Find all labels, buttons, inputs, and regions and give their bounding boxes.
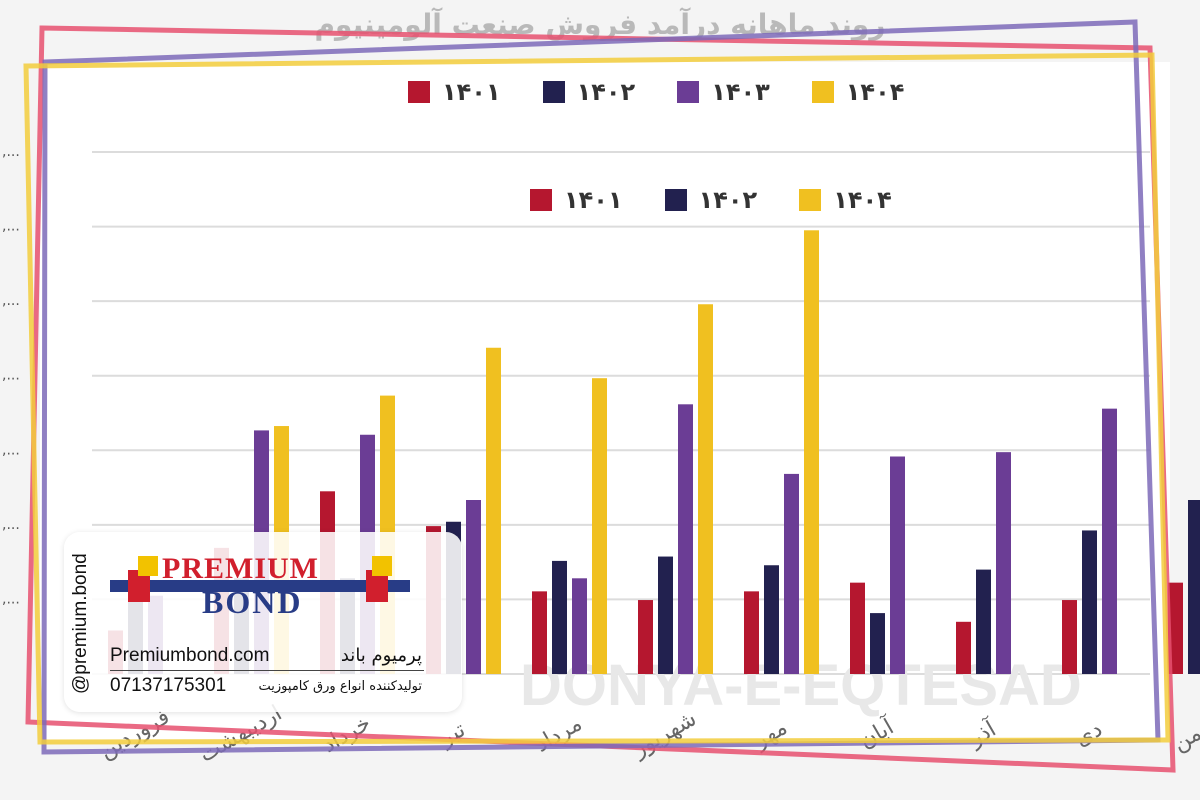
website-link[interactable]: Premiumbond.com [110,645,270,666]
legend-swatch [799,189,822,211]
legend-item: ۱۴۰۱ [530,186,623,214]
bar [658,556,673,674]
bar [572,578,587,674]
bar [532,591,547,674]
phone-number: 07137175301 [110,675,227,696]
bar [698,304,713,674]
legend-swatch [664,189,687,211]
legend-item: ۱۴۰۲ [664,186,758,214]
y-tick-label: ,... [2,293,20,309]
legend-label: ۱۴۰۴ [833,186,892,214]
bar [804,230,819,675]
legend-second: ۱۴۰۱ ۱۴۰۲ ۱۴۰۴ [530,186,892,214]
bar [1062,600,1077,674]
legend-label: ۱۴۰۲ [698,186,758,214]
bar [996,452,1011,674]
legend-swatch [811,81,834,103]
y-tick-label: ,... [2,591,20,607]
legend-label: ۱۴۰۲ [576,78,636,106]
legend-item: ۱۴۰۴ [799,186,892,214]
logo-word-premium: PREMIUM [162,552,319,585]
bar [850,582,865,674]
instagram-handle-text: @premium.bond [70,553,91,694]
legend-label: ۱۴۰۱ [442,78,501,106]
brand-logo: PREMIUM BOND [110,550,410,640]
legend-swatch [542,81,565,103]
bar [764,565,779,674]
bar [976,569,991,674]
legend-item: ۱۴۰۴ [811,78,905,106]
bar [1082,530,1097,674]
bar [890,456,905,674]
legend-item: ۱۴۰۳ [677,78,770,106]
bar [552,560,567,674]
y-tick-label: ,... [2,368,20,384]
legend-label: ۱۴۰۴ [845,78,905,106]
legend-label: ۱۴۰۱ [564,186,623,214]
logo-bars-icon [110,556,410,602]
legend-top: ۱۴۰۱ ۱۴۰۲ ۱۴۰۳ ۱۴۰۴ [408,78,904,106]
legend-swatch [677,81,700,103]
legend-swatch [530,189,552,211]
brand-name-fa: پرمیوم باند [340,645,422,666]
y-tick-label: ,... [2,517,20,533]
bar [1102,408,1117,674]
bar [1188,500,1200,674]
logo-word-bond: BOND [202,584,303,620]
legend-swatch [408,81,430,103]
y-tick-label: ,... [2,219,20,235]
promo-card: @premium.bond PREMIUM BOND Premiumbond.c… [64,532,462,712]
bar [744,591,759,674]
bar [784,473,799,674]
legend-item: ۱۴۰۱ [408,78,501,106]
bar [678,404,693,674]
bar [638,600,653,674]
bar [956,621,971,674]
card-divider [110,670,424,671]
bar [592,378,607,674]
bar [870,613,885,674]
y-tick-label: ,... [2,442,20,458]
instagram-handle: @premium.bond [64,552,98,697]
y-tick-label: ,... [2,144,20,160]
bar [486,347,501,674]
frame-outline [23,52,1171,745]
legend-item: ۱۴۰۲ [542,78,636,106]
bar [1168,582,1183,674]
legend-label: ۱۴۰۳ [711,78,770,106]
bar [466,500,481,674]
brand-description-fa: تولیدکننده انواع ورق کامپوزیت [258,679,422,694]
